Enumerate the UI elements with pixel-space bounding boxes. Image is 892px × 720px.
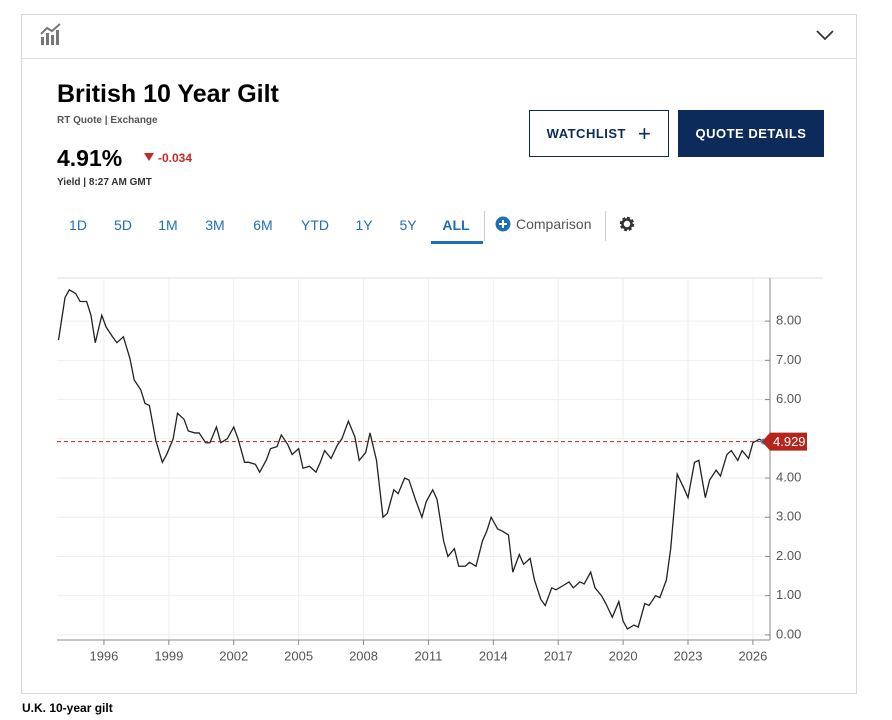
x-tick-label: 2023: [674, 648, 703, 663]
meta: Yield | 8:27 AM GMT: [57, 177, 152, 188]
x-tick-label: 2014: [479, 648, 508, 663]
x-tick-label: 2002: [219, 648, 248, 663]
x-tick-label: 1999: [154, 648, 183, 663]
last-value-label: 4.929: [773, 434, 806, 449]
active-underline: [431, 241, 483, 244]
x-tick-label: 2020: [609, 648, 638, 663]
range-tab[interactable]: ALL: [442, 217, 470, 233]
range-tab[interactable]: 6M: [253, 217, 273, 233]
y-tick-label: 4.00: [776, 469, 801, 484]
change: -0.034: [158, 151, 193, 165]
last-value-tag: [762, 432, 807, 451]
title: British 10 Year Gilt: [57, 80, 279, 108]
chart-icon[interactable]: [38, 22, 64, 48]
y-tick-label: 7.00: [776, 352, 801, 367]
range-tab[interactable]: YTD: [301, 217, 329, 233]
comparison[interactable]: Comparison: [516, 216, 592, 232]
chart: 0.001.002.003.004.005.006.007.008.001996…: [57, 277, 823, 663]
divider: [22, 58, 857, 59]
x-tick-label: 2005: [284, 648, 313, 663]
y-tick-label: 2.00: [776, 548, 801, 563]
settings-icon[interactable]: [618, 215, 636, 233]
range-tab[interactable]: 5Y: [399, 217, 417, 233]
x-tick-label: 2017: [544, 648, 573, 663]
range-tab[interactable]: 1D: [69, 217, 87, 233]
y-tick-label: 6.00: [776, 391, 801, 406]
y-tick-label: 1.00: [776, 587, 801, 602]
x-tick-label: 1996: [89, 648, 118, 663]
y-tick-label: 0.00: [776, 626, 801, 641]
plus-icon: +: [638, 120, 652, 146]
down-arrow: [144, 153, 154, 161]
card: [21, 14, 857, 694]
price: 4.91%: [57, 145, 123, 171]
y-tick-label: 3.00: [776, 509, 801, 524]
divider: [484, 211, 485, 241]
watchlist-button[interactable]: WATCHLIST +: [529, 110, 669, 157]
collapse-chevron[interactable]: [814, 26, 836, 44]
range-tab[interactable]: 1M: [158, 217, 178, 233]
subtitle: RT Quote | Exchange: [57, 115, 158, 126]
add-icon[interactable]: [495, 216, 511, 232]
label: WATCHLIST: [546, 126, 626, 141]
y-tick-label: 8.00: [776, 313, 801, 328]
quote-details-button[interactable]: QUOTE DETAILS: [678, 110, 824, 157]
price-line: [57, 288, 765, 630]
x-tick-label: 2026: [738, 648, 767, 663]
range-tab[interactable]: 3M: [205, 217, 225, 233]
x-tick-label: 2011: [414, 648, 442, 663]
x-tick-label: 2008: [349, 648, 378, 663]
range-tab[interactable]: 5D: [114, 217, 132, 233]
caption: U.K. 10-year gilt: [22, 701, 113, 715]
divider: [605, 211, 606, 241]
range-tab[interactable]: 1Y: [355, 217, 373, 233]
